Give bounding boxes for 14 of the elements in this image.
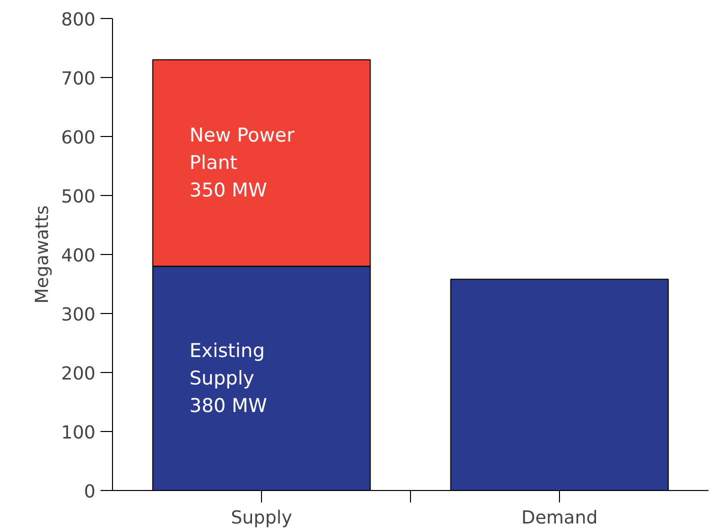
- x-tick-label: Supply: [230, 508, 293, 528]
- y-axis-title: Megawatts: [32, 205, 54, 304]
- y-tick-label: 100: [61, 422, 96, 444]
- y-tick-label: 400: [61, 246, 96, 266]
- y-tick-label: 600: [61, 128, 96, 148]
- y-tick-label: 0: [84, 482, 96, 502]
- y-tick-label: 500: [61, 186, 96, 208]
- y-tick-label: 700: [61, 68, 96, 90]
- y-tick-label: 800: [61, 10, 96, 30]
- y-tick-label: 300: [61, 304, 96, 326]
- y-tick-label: 200: [61, 364, 96, 384]
- annotation: Existing Supply 380 MW: [190, 340, 268, 417]
- annotation: New Power Plant 350 MW: [190, 124, 295, 202]
- x-tick-label: Demand: [521, 508, 598, 528]
